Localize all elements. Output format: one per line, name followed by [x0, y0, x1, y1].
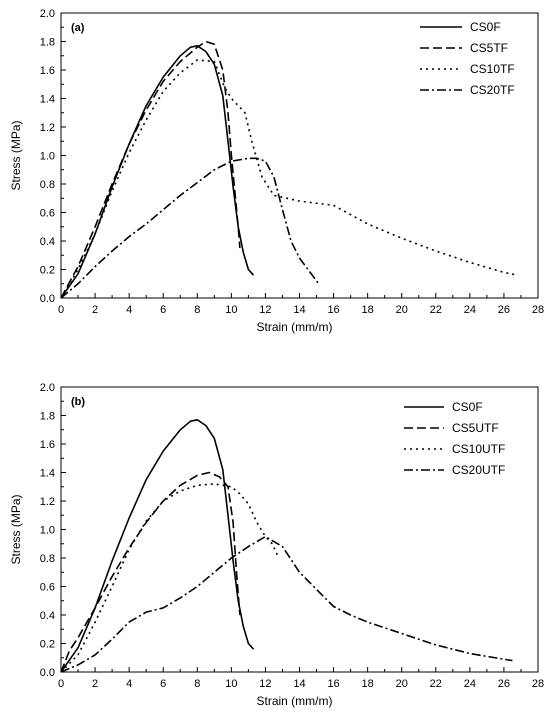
legend-label: CS5TF — [470, 41, 508, 55]
x-axis-title: Strain (mm/m) — [257, 320, 333, 334]
series-line-cs10utf — [60, 483, 279, 673]
x-tick-label: 2 — [92, 678, 98, 690]
x-tick-label: 18 — [362, 304, 374, 316]
y-tick-label: 1.4 — [40, 468, 55, 480]
y-tick-label: 0.0 — [40, 293, 55, 305]
x-tick-label: 10 — [225, 304, 237, 316]
x-tick-label: 14 — [293, 678, 305, 690]
y-tick-label: 1.4 — [40, 94, 55, 106]
x-axis-title: Strain (mm/m) — [257, 694, 333, 708]
legend-label: CS5UTF — [452, 421, 499, 435]
y-tick-label: 1.0 — [40, 525, 55, 537]
x-tick-label: 12 — [259, 304, 271, 316]
x-tick-label: 16 — [327, 304, 339, 316]
y-tick-label: 1.8 — [40, 37, 55, 49]
y-tick-label: 0.2 — [40, 265, 55, 277]
series-line-cs20tf — [60, 157, 321, 299]
x-tick-label: 20 — [396, 304, 408, 316]
y-tick-label: 1.0 — [40, 151, 55, 163]
y-tick-label: 2.0 — [40, 8, 55, 20]
y-tick-label: 0.4 — [40, 236, 55, 248]
legend: CS0F CS5TF CS10TF CS20TF — [420, 20, 515, 97]
y-tick-label: 1.2 — [40, 496, 55, 508]
x-tick-label: 6 — [160, 304, 166, 316]
series-line-cs5utf — [60, 471, 241, 673]
x-tick-label: 2 — [92, 304, 98, 316]
legend-label: CS0F — [452, 400, 483, 414]
x-tick-label: 26 — [498, 304, 510, 316]
plot-frame — [60, 12, 539, 299]
chart-panel-b: 0 2 4 6 8 10 12 14 16 18 20 22 24 26 280.00.20.40.60.8… — [9, 382, 544, 708]
y-tick-label: 0.6 — [40, 582, 55, 594]
x-tick-label: 8 — [194, 304, 200, 316]
x-tick-label: 18 — [362, 678, 374, 690]
x-tick-label: 12 — [259, 678, 271, 690]
legend: CS0F CS5UTF CS10UTF CS20UTF — [404, 400, 505, 477]
x-tick-label: 22 — [430, 304, 442, 316]
legend-label: CS10UTF — [452, 442, 505, 456]
series-line-cs10tf — [60, 59, 518, 299]
x-tick-label: 14 — [293, 304, 305, 316]
x-tick-label: 8 — [194, 678, 200, 690]
series-line-cs0f — [60, 418, 255, 673]
y-tick-label: 1.6 — [40, 439, 55, 451]
panel-label: (b) — [71, 396, 85, 408]
y-axis-title: Stress (MPa) — [9, 120, 23, 190]
x-tick-label: 16 — [327, 678, 339, 690]
y-tick-label: 1.2 — [40, 122, 55, 134]
x-tick-label: 0 — [58, 304, 64, 316]
y-tick-label: 0.0 — [40, 667, 55, 679]
x-tick-label: 28 — [532, 678, 544, 690]
y-tick-label: 0.2 — [40, 639, 55, 651]
x-tick-label: 0 — [58, 678, 64, 690]
x-tick-label: 24 — [464, 678, 476, 690]
x-tick-label: 22 — [430, 678, 442, 690]
x-tick-label: 4 — [126, 304, 132, 316]
y-tick-label: 1.6 — [40, 65, 55, 77]
y-tick-label: 0.6 — [40, 208, 55, 220]
chart-panel-a: 0 2 4 6 8 10 12 14 16 18 20 22 24 26 280.00.20.40.60.8… — [9, 8, 544, 334]
x-tick-label: 10 — [225, 678, 237, 690]
y-tick-label: 0.8 — [40, 179, 55, 191]
series-line-cs20utf — [60, 535, 513, 673]
x-tick-label: 28 — [532, 304, 544, 316]
series-line-cs5tf — [60, 40, 241, 299]
panel-label: (a) — [71, 22, 85, 34]
y-tick-label: 0.8 — [40, 553, 55, 565]
y-tick-label: 0.4 — [40, 610, 55, 622]
y-axis-title: Stress (MPa) — [9, 494, 23, 564]
legend-label: CS20UTF — [452, 463, 505, 477]
x-tick-label: 6 — [160, 678, 166, 690]
x-tick-label: 20 — [396, 678, 408, 690]
x-tick-label: 4 — [126, 678, 132, 690]
x-tick-label: 26 — [498, 678, 510, 690]
legend-label: CS10TF — [470, 62, 515, 76]
x-tick-label: 24 — [464, 304, 476, 316]
legend-label: CS20TF — [470, 83, 515, 97]
y-tick-label: 1.8 — [40, 411, 55, 423]
series-line-cs0f — [60, 44, 255, 299]
y-tick-label: 2.0 — [40, 382, 55, 394]
legend-label: CS0F — [470, 20, 501, 34]
